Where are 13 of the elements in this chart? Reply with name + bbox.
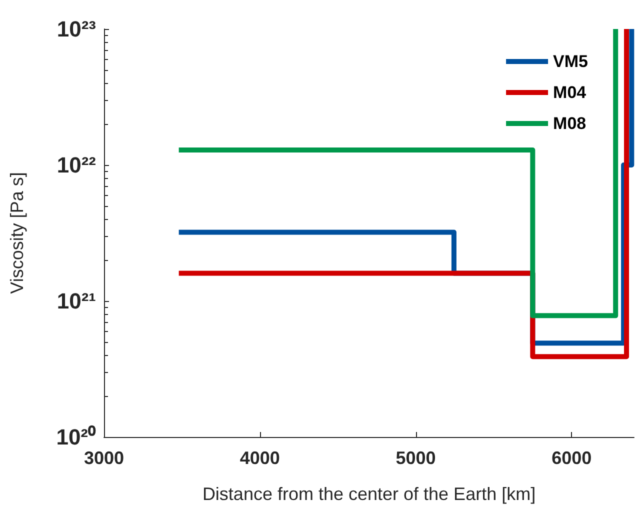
- x-tick-label: 6000: [552, 448, 592, 468]
- y-tick-label: 10²³: [56, 16, 96, 42]
- x-tick-label: 5000: [396, 448, 436, 468]
- y-axis-title: Viscosity [Pa s]: [7, 172, 27, 294]
- x-tick-label: 4000: [240, 448, 280, 468]
- x-tick-label: 3000: [84, 448, 124, 468]
- y-tick-label: 10²²: [56, 152, 96, 178]
- legend-label: VM5: [553, 52, 588, 71]
- y-tick-label: 10²⁰: [56, 424, 96, 450]
- y-tick-label: 10²¹: [56, 288, 96, 314]
- legend-label: M08: [553, 114, 586, 133]
- legend-label: M04: [553, 83, 587, 102]
- x-axis-title: Distance from the center of the Earth [km]: [202, 484, 536, 504]
